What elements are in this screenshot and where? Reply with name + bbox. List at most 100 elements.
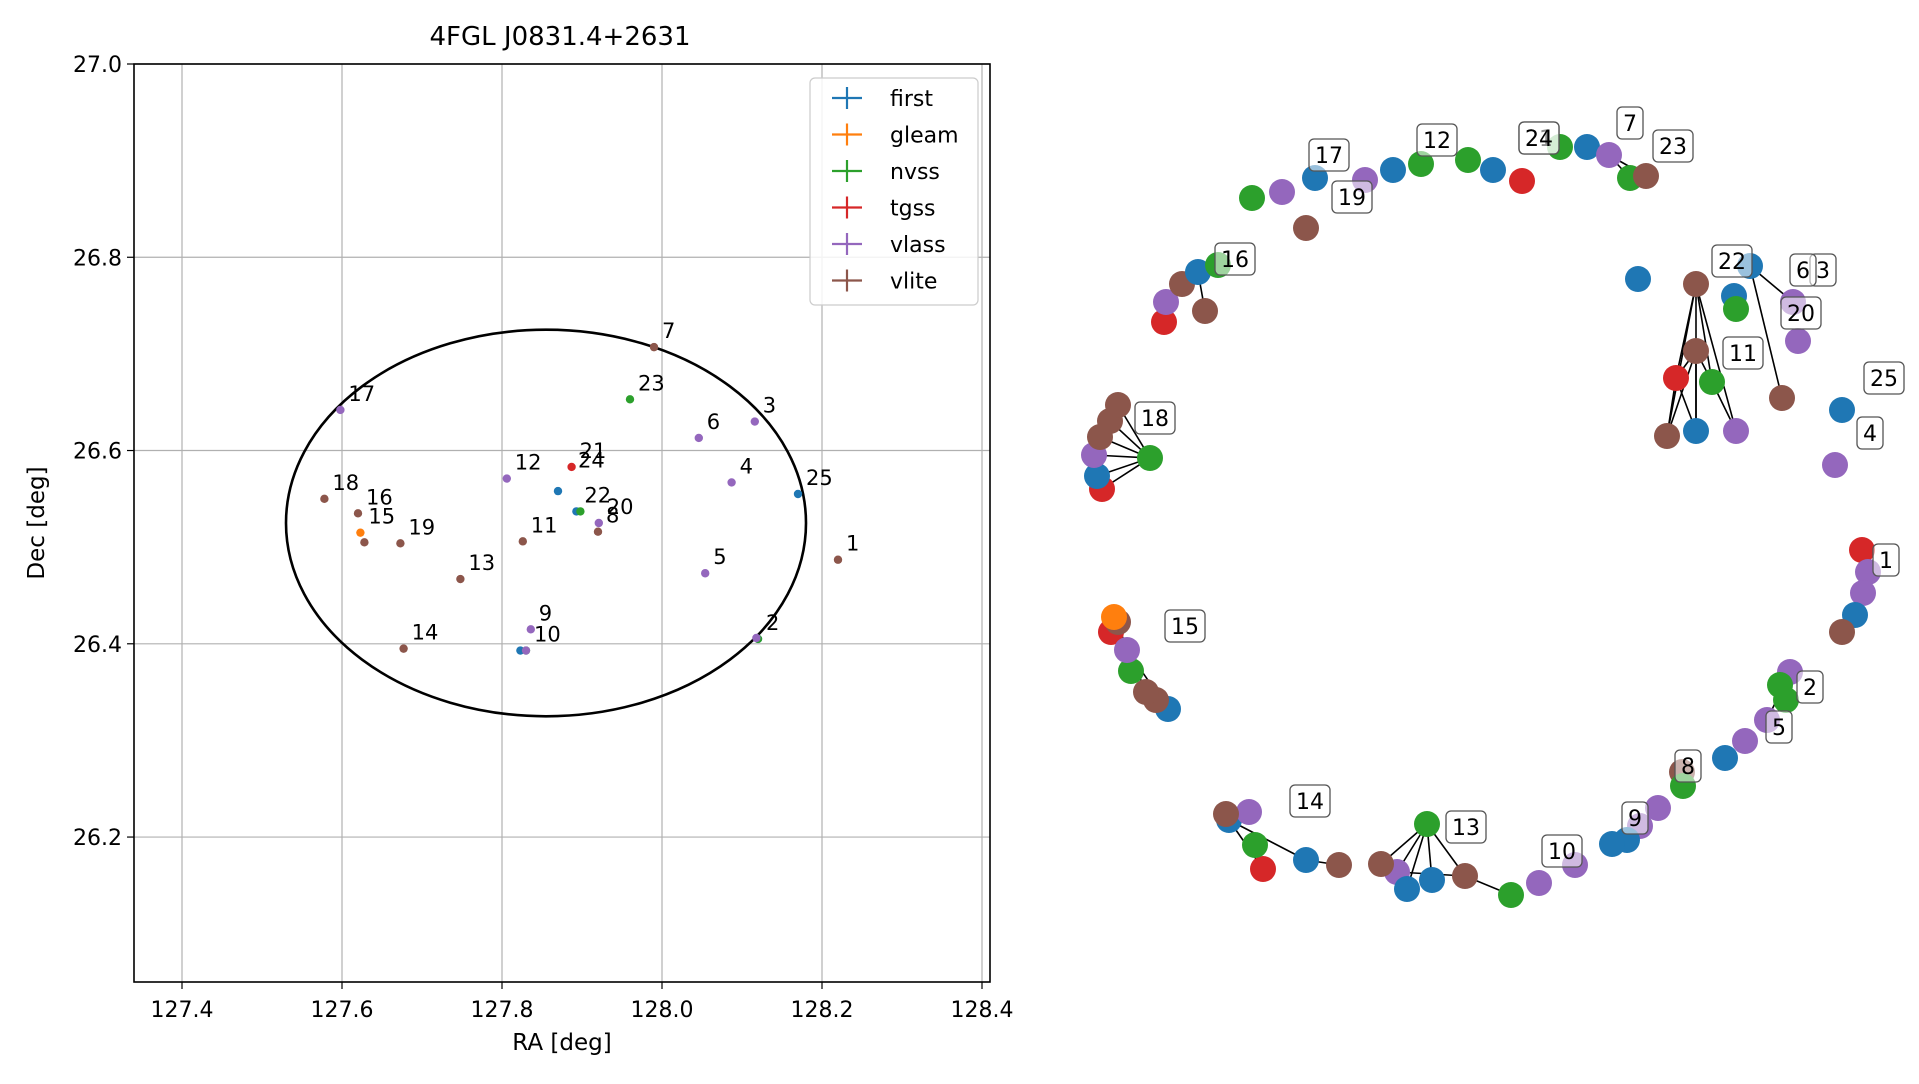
- graph-node-first: [1380, 157, 1406, 183]
- graph-node-vlass: [1822, 452, 1848, 478]
- data-point-vlite: [833, 555, 843, 564]
- graph-node-label: 11: [1729, 342, 1757, 367]
- chart-title: 4FGL J0831.4+2631: [430, 22, 691, 52]
- data-point-vlass: [752, 633, 761, 643]
- graph-node-vlass: [1645, 795, 1671, 821]
- graph-node-first: [1293, 847, 1319, 873]
- graph-node-label-box: [1872, 543, 1900, 577]
- graph-node-label: 6: [1796, 259, 1810, 284]
- source-label: 12: [515, 451, 542, 475]
- graph-node-vlass: [1236, 799, 1262, 825]
- graph-node-label-box: [1856, 416, 1884, 450]
- x-tick-label: 127.6: [311, 998, 374, 1023]
- source-label: 7: [662, 319, 675, 343]
- graph-node-first: [1480, 157, 1506, 183]
- graph-node-vlite: [1213, 801, 1239, 827]
- error-ellipse: [284, 328, 808, 718]
- graph-node-first: [1829, 397, 1855, 423]
- graph-node-vlite: [1829, 619, 1855, 645]
- graph-node-label: 7: [1623, 112, 1637, 137]
- graph-node-label: 19: [1338, 186, 1366, 211]
- graph-node-tgss: [1849, 537, 1875, 563]
- graph-node-vlite: [1368, 851, 1394, 877]
- graph-node-first: [1185, 259, 1211, 285]
- network-graph-panel: 1234567891011121314151617181920212223242…: [1081, 106, 1905, 908]
- data-point-first: [553, 486, 563, 496]
- graph-node-vlite: [1105, 392, 1131, 418]
- legend-label-first: first: [890, 87, 933, 112]
- graph-node-gleam: [1101, 604, 1127, 630]
- y-axis-label: Dec [deg]: [24, 466, 50, 579]
- graph-node-label-box: [1652, 129, 1694, 163]
- source-label: 5: [713, 545, 726, 569]
- graph-node-vlite: [1293, 215, 1319, 241]
- graph-node-label: 4: [1863, 422, 1877, 447]
- data-point-first: [793, 489, 803, 499]
- source-label: 14: [412, 621, 439, 645]
- graph-node-label-box: [1780, 296, 1822, 330]
- y-tick-label: 26.2: [73, 826, 122, 851]
- graph-node-label-box: [1416, 123, 1458, 157]
- data-point-gleam: [356, 528, 365, 537]
- graph-node-vlass: [1732, 728, 1758, 754]
- graph-node-vlite: [1633, 163, 1659, 189]
- legend-label-vlass: vlass: [890, 233, 946, 258]
- graph-node-label: 13: [1452, 816, 1480, 841]
- graph-node-nvss: [1455, 147, 1481, 173]
- graph-node-vlite: [1133, 679, 1159, 705]
- y-tick-label: 26.6: [73, 440, 122, 465]
- y-tick-label: 26.8: [73, 246, 122, 271]
- data-point-vlass: [694, 433, 703, 443]
- source-label: 15: [368, 505, 395, 529]
- graph-node-label: 16: [1221, 248, 1249, 273]
- graph-nodes: [1081, 134, 1881, 908]
- graph-node-label: 20: [1787, 302, 1815, 327]
- source-label: 1: [846, 532, 859, 556]
- graph-node-vlass: [1723, 418, 1749, 444]
- graph-node-label-box: [1621, 801, 1649, 835]
- source-label: 9: [539, 601, 552, 625]
- data-point-vlass: [336, 405, 345, 415]
- source-label: 16: [366, 485, 393, 509]
- graph-node-label-box: [1331, 180, 1373, 214]
- axes-frame: [133, 63, 991, 983]
- data-point-nvss: [625, 395, 635, 404]
- graph-node-label: 5: [1772, 716, 1786, 741]
- data-point-vlite: [456, 574, 465, 584]
- graph-node-label: 17: [1315, 144, 1343, 169]
- graph-node-tgss: [1509, 168, 1535, 194]
- source-label: 25: [806, 466, 833, 490]
- graph-node-vlite: [1683, 338, 1709, 364]
- graph-node-labels: 1234567891011121314151617181920212223242…: [1134, 106, 1905, 868]
- y-tick-label: 26.4: [73, 633, 122, 658]
- source-label: 23: [638, 371, 665, 395]
- graph-node-label-box: [1214, 242, 1256, 276]
- graph-node-label-box: [1541, 834, 1583, 868]
- data-point-tgss: [567, 462, 576, 472]
- graph-node-label: 23: [1659, 135, 1687, 160]
- graph-node-vlass: [1850, 580, 1876, 606]
- source-label: 11: [531, 513, 558, 537]
- graph-node-label-box: [1765, 710, 1793, 744]
- graph-node-nvss: [1408, 151, 1434, 177]
- data-point-vlass: [750, 417, 759, 426]
- graph-node-vlite: [1683, 271, 1709, 297]
- source-label: 13: [468, 551, 495, 575]
- source-label: 18: [332, 471, 359, 495]
- graph-node-label-box: [1518, 121, 1560, 155]
- graph-node-label-box: [1445, 810, 1487, 844]
- graph-node-label: 3: [1816, 259, 1830, 284]
- data-point-vlite: [518, 537, 527, 546]
- graph-node-label: 2: [1803, 676, 1817, 701]
- x-axis-label: RA [deg]: [512, 1030, 611, 1056]
- data-point-vlass: [701, 569, 710, 578]
- data-point-vlite: [396, 539, 405, 548]
- graph-node-label: 9: [1628, 807, 1642, 832]
- graph-node-nvss: [1773, 687, 1799, 713]
- legend: first gleam nvss tgss vlass vlite: [809, 77, 979, 306]
- source-label: 17: [348, 382, 375, 406]
- graph-node-label-box: [1308, 138, 1350, 172]
- y-tick-label: 27.0: [73, 53, 122, 78]
- graph-node-label: 25: [1870, 367, 1898, 392]
- x-tick-label: 128.0: [631, 998, 694, 1023]
